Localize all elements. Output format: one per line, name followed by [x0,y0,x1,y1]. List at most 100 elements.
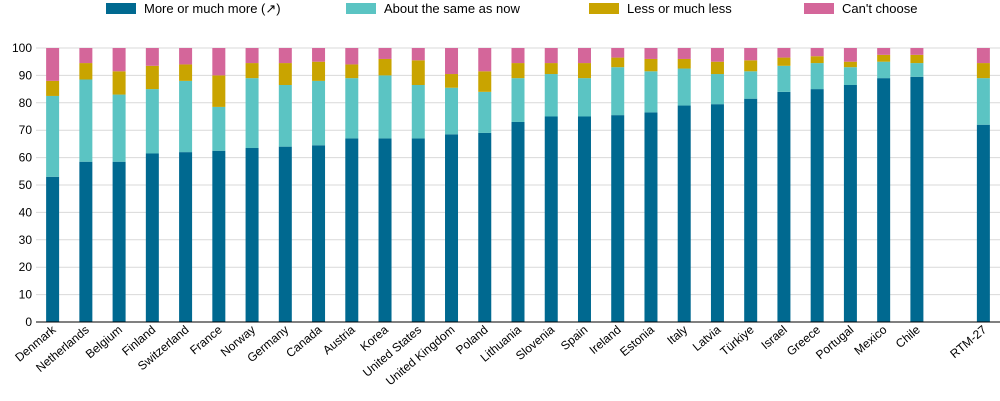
bar-segment [710,74,724,105]
bar-segment [677,68,691,106]
bar-segment [145,89,159,154]
x-tick-label: France [187,322,225,357]
bar-segment [245,48,259,64]
bar-segment [744,71,758,99]
bar-segment [179,64,193,81]
bar-segment [79,79,93,162]
bar-segment [710,61,724,75]
bar-segment [212,150,226,322]
bar-segment [112,48,126,72]
x-tick-label: RTM-27 [947,322,989,361]
bar-segment [145,48,159,66]
bar-segment [577,116,591,322]
bar-segment [677,105,691,322]
bar-segment [478,48,492,72]
bar-segment [877,78,891,322]
bar-segment [843,48,857,62]
bar-segment [312,80,326,146]
x-tick-label: Türkiye [717,322,756,358]
bar-segment [445,134,459,322]
bar-segment [445,74,459,88]
bar-segment [843,84,857,323]
bar-segment [744,98,758,322]
legend: More or much more (↗) About the same as n… [106,1,917,16]
legend-label: About the same as now [384,1,520,16]
bar-segment [577,63,591,79]
y-tick-label: 30 [19,233,33,247]
y-tick-label: 40 [19,205,33,219]
bar-segment [511,48,525,64]
bar-segment [411,84,425,139]
bar-segment [378,75,392,139]
bar-segment [577,48,591,64]
bar-segment [611,48,625,58]
bar-segment [976,78,990,125]
bar-segment [810,48,824,57]
y-tick-label: 20 [19,260,33,274]
x-tick-label: Mexico [851,322,889,357]
legend-swatch [589,3,619,14]
legend-label: Can't choose [842,1,917,16]
bar-segment [810,63,824,90]
bar-segment [445,87,459,135]
bar-segment [810,56,824,64]
bar-segment [544,74,558,117]
bar-segment [345,78,359,139]
bar-segment [677,48,691,59]
bar-segment [411,60,425,85]
x-tick-label: Estonia [617,322,657,359]
bar-segment [411,138,425,322]
bar-segment [46,95,60,177]
bar-segment [378,48,392,59]
bar-segment [677,58,691,69]
bar-segment [79,48,93,64]
bar-segment [843,67,857,85]
bar-segment [478,91,492,133]
bar-segment [544,63,558,75]
bar-segment [179,48,193,65]
bar-segment [112,71,126,95]
bar-segment [312,61,326,81]
bar-segment [611,67,625,116]
bar-segment [777,91,791,322]
bar-segment [378,138,392,322]
y-tick-label: 10 [19,288,33,302]
bar-segment [511,121,525,322]
bar-segment [278,146,292,322]
bars [46,48,990,323]
bar-segment [278,63,292,85]
bar-segment [345,64,359,79]
bar-segment [877,48,891,55]
y-tick-label: 0 [25,315,32,329]
bar-segment [611,115,625,322]
bar-segment [212,48,226,76]
bar-segment [976,48,990,64]
bar-segment [245,148,259,322]
y-axis: 0 10 20 30 40 50 60 70 80 90 100 [12,41,32,329]
bar-segment [46,80,60,96]
bar-segment [910,76,924,323]
legend-swatch [804,3,834,14]
bar-segment [79,63,93,80]
bar-segment [378,58,392,76]
bar-segment [644,48,658,59]
y-tick-label: 100 [12,41,32,55]
bar-segment [179,80,193,153]
bar-segment [611,57,625,68]
bar-segment [910,54,924,64]
bar-segment [910,48,924,55]
bar-segment [744,48,758,61]
x-tick-label: Spain [558,323,591,353]
bar-segment [644,112,658,322]
y-tick-label: 80 [19,96,33,110]
legend-label: More or much more (↗) [144,1,281,16]
bar-segment [145,65,159,90]
bar-segment [777,48,791,58]
bar-segment [810,89,824,322]
bar-segment [877,54,891,62]
x-tick-label: Belgium [83,323,125,362]
bar-segment [744,60,758,72]
x-axis: DenmarkNetherlandsBelgiumFinlandSwitzerl… [12,321,1000,388]
bar-segment [644,58,658,72]
bar-segment [112,94,126,162]
